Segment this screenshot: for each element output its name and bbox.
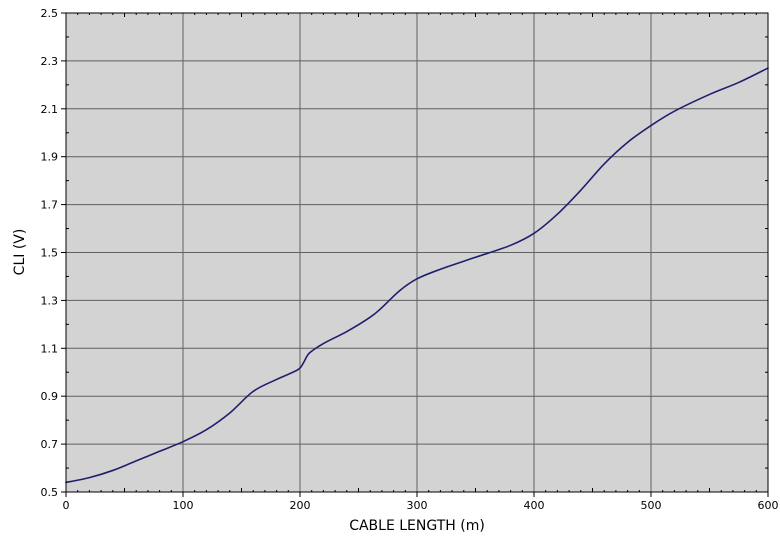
grid [66, 13, 768, 492]
x-tick-label: 100 [173, 499, 194, 512]
x-tick-label: 300 [407, 499, 428, 512]
y-tick-label: 1.9 [41, 151, 59, 164]
minor-ticks [66, 13, 768, 492]
y-tick-label: 0.9 [41, 390, 59, 403]
x-tick-label: 600 [758, 499, 779, 512]
x-tick-label: 400 [524, 499, 545, 512]
y-tick-label: 1.5 [41, 247, 59, 260]
x-tick-label: 500 [641, 499, 662, 512]
y-tick-label: 1.3 [41, 294, 59, 307]
cli-series-line [65, 67, 769, 484]
y-tick-label: 2.5 [41, 7, 59, 20]
x-tick-label: 200 [290, 499, 311, 512]
y-tick-label: 2.1 [41, 103, 59, 116]
x-tick-label: 0 [63, 499, 70, 512]
y-axis-title: CLI (V) [12, 229, 28, 276]
x-axis-title: CABLE LENGTH (m) [349, 518, 485, 534]
y-tick-label: 0.5 [41, 486, 59, 499]
y-tick-label: 2.3 [41, 55, 59, 68]
series-layer [65, 67, 769, 484]
y-tick-label: 0.7 [41, 438, 59, 451]
y-tick-label: 1.1 [41, 342, 59, 355]
axis-ticks: 0 100 200 300 400 500 600 0.5 0.7 0.9 1.1 1.3 1.5 1.7… [41, 7, 779, 512]
y-tick-label: 1.7 [41, 199, 59, 212]
